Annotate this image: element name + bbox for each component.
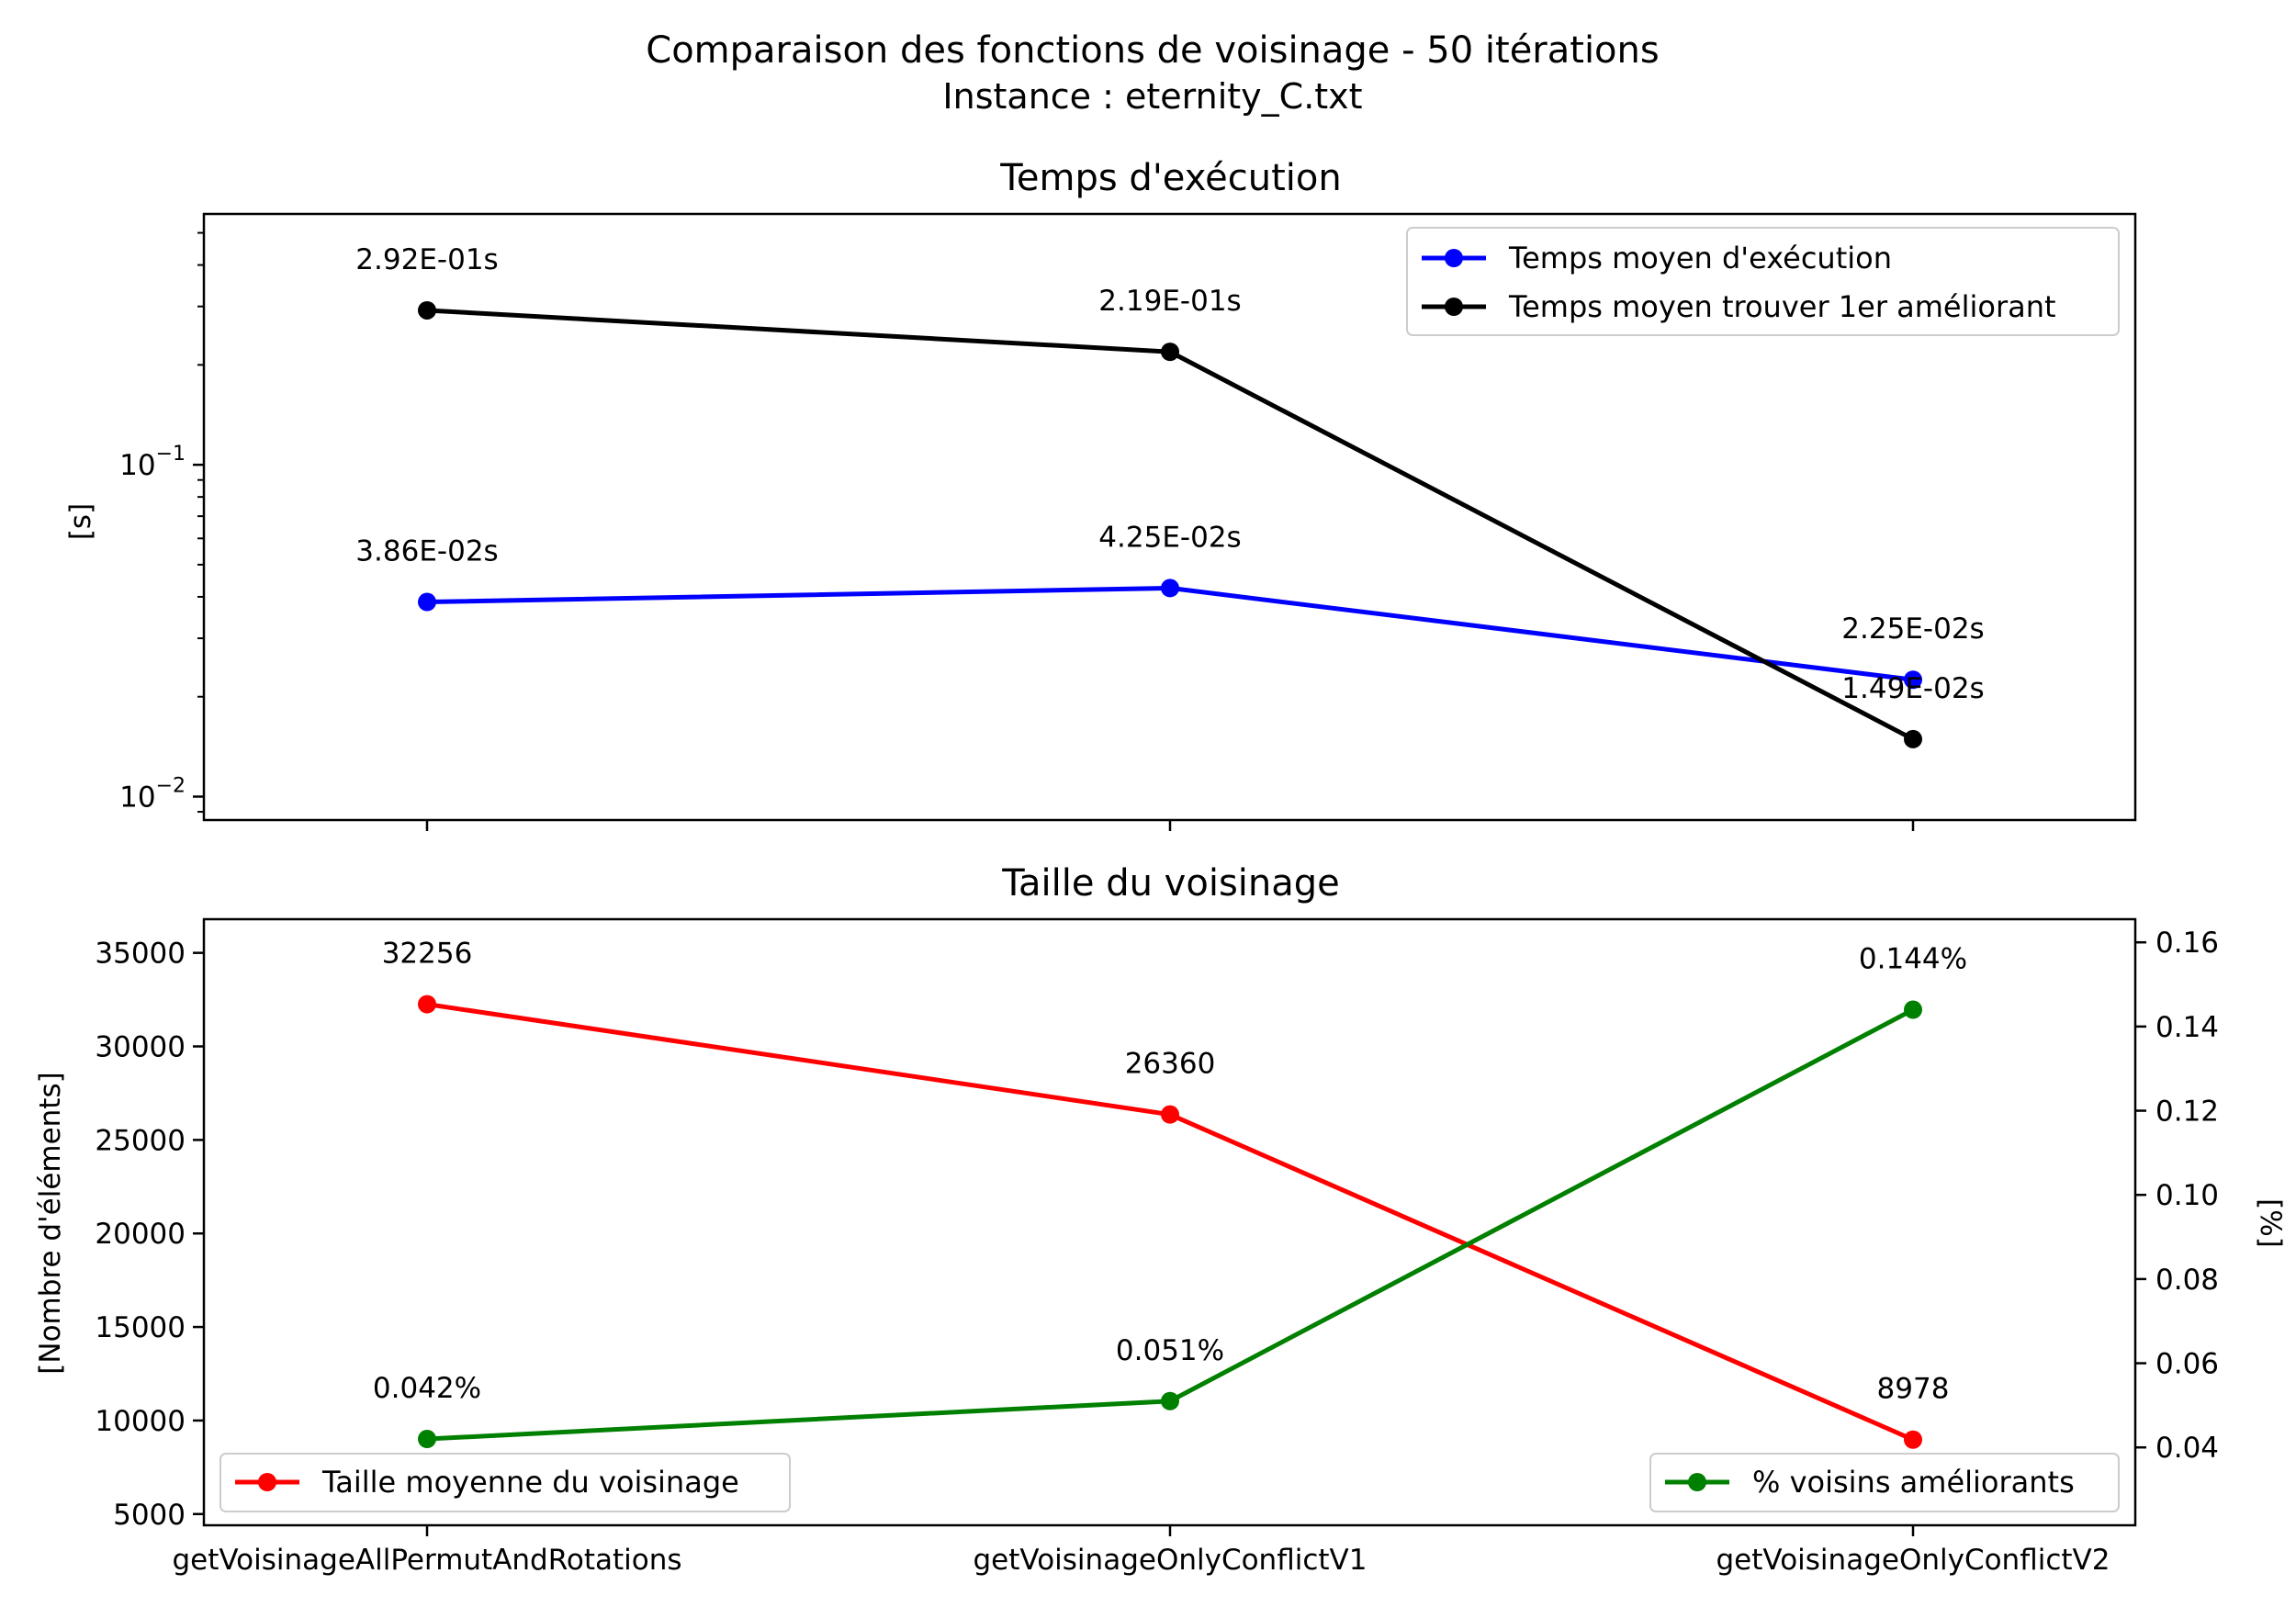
panel-title-execution-time: Temps d'exécution (999, 157, 1341, 199)
panel-execution-time: Temps d'exécution 10−1 10−2 3.86E-02s 4.25… (64, 157, 2137, 831)
legend-label-exec-time: Temps moyen d'exécution (1508, 241, 1892, 275)
bottom-y-tick-label: 30000 (95, 1031, 186, 1064)
figure-title: Comparaison des fonctions de voisinage -… (646, 29, 1659, 72)
x-category-label: getVoisinageAllPermutAndRotations (172, 1544, 681, 1577)
top-y-tick-label: 10−2 (119, 774, 186, 814)
bottom-y2-tick-label: 0.10 (2155, 1179, 2219, 1212)
bottom-data-label-0: 32256 (382, 938, 473, 971)
legend-label-improving-pct: % voisins améliorants (1752, 1465, 2075, 1500)
bottom-y2-tick-label: 0.04 (2155, 1432, 2219, 1465)
bottom-data-label-1: 0.051% (1116, 1334, 1224, 1367)
bottom-y-tick-label: 20000 (95, 1218, 186, 1251)
top-data-label-1: 2.92E-01s (355, 243, 498, 276)
bottom-legend-left: Taille moyenne du voisinage (219, 1453, 791, 1512)
bottom-y-ticks: 5000 10000 15000 20000 25000 30000 35000 0.04 0.… (95, 927, 2219, 1532)
bottom-y2-axis-label: [%] (2254, 1198, 2287, 1248)
bottom-x-ticks: getVoisinageAllPermutAndRotations getVois… (172, 1525, 2110, 1577)
bottom-data-label-0: 8978 (1877, 1373, 1950, 1406)
bottom-y-tick-label: 10000 (95, 1405, 186, 1438)
top-legend: Temps moyen d'exécution Temps moyen trou… (1406, 227, 2120, 336)
bottom-y-tick-label: 35000 (95, 938, 186, 971)
bottom-series-point-0 (418, 995, 436, 1014)
bottom-data-label-1: 0.042% (373, 1372, 481, 1405)
bottom-series-point-1 (1904, 1000, 1922, 1019)
top-series-point-1 (1904, 729, 1922, 748)
top-data-label-1: 1.49E-02s (1841, 672, 1984, 705)
top-series-group: 3.86E-02s 4.25E-02s 2.25E-02s 2.92E-01s 2.19… (355, 243, 1985, 748)
bottom-y2-tick-label: 0.12 (2155, 1096, 2219, 1129)
top-plot-frame (202, 212, 2137, 822)
bottom-y-tick-label: 25000 (95, 1124, 186, 1157)
bottom-series-group: 32256 26360 8978 0.042% 0.051% 0.144% (373, 938, 1967, 1449)
bottom-series-point-1 (1161, 1391, 1179, 1410)
top-series-point-0 (1904, 670, 1922, 690)
legend-marker-improving-pct (1688, 1473, 1706, 1491)
bottom-series-point-0 (1161, 1105, 1179, 1124)
top-series-line-0 (426, 585, 1914, 682)
top-y-grid-ticks: 10−1 10−2 (119, 231, 1915, 831)
top-series-point-0 (1161, 579, 1179, 598)
bottom-legend-right-box (1649, 1453, 2120, 1512)
bottom-data-label-1: 0.144% (1859, 943, 1967, 976)
bottom-y-axis-label: [Nombre d'éléments] (34, 1072, 67, 1374)
top-legend-box (1406, 227, 2120, 336)
top-y-tick-label: 10−1 (119, 443, 186, 482)
bottom-y-tick-label: 5000 (113, 1499, 186, 1532)
bottom-legend-left-box (219, 1453, 791, 1512)
legend-marker-first-improving (1445, 298, 1463, 316)
x-category-label: getVoisinageOnlyConflictV1 (974, 1544, 1367, 1577)
top-data-label-0: 3.86E-02s (355, 535, 498, 568)
top-y-axis-label: [s] (64, 503, 97, 540)
bottom-series-point-0 (1904, 1430, 1922, 1449)
bottom-y2-tick-label: 0.14 (2155, 1011, 2219, 1044)
top-data-label-1: 2.19E-01s (1098, 285, 1241, 318)
top-series-point-1 (418, 300, 436, 320)
top-series-point-1 (1161, 343, 1179, 362)
figure-subtitle: Instance : eternity_C.txt (942, 76, 1362, 117)
bottom-y-tick-label: 15000 (95, 1311, 186, 1344)
bottom-y2-tick-label: 0.16 (2155, 927, 2219, 960)
top-data-label-0: 2.25E-02s (1841, 612, 1984, 646)
legend-marker-neighborhood-size (258, 1473, 276, 1491)
top-series-point-0 (418, 592, 436, 612)
legend-marker-exec-time (1445, 249, 1463, 267)
bottom-y2-tick-label: 0.08 (2155, 1264, 2219, 1297)
top-data-label-0: 4.25E-02s (1098, 521, 1241, 554)
bottom-series-point-1 (418, 1430, 436, 1449)
panel-neighborhood-size: Taille du voisinage 5000 10000 15000 20000 2… (34, 862, 2287, 1577)
panel-title-neighborhood-size: Taille du voisinage (1001, 862, 1340, 905)
legend-label-neighborhood-size: Taille moyenne du voisinage (321, 1465, 739, 1500)
x-category-label: getVoisinageOnlyConflictV2 (1716, 1544, 2110, 1577)
bottom-legend-right: % voisins améliorants (1649, 1453, 2120, 1512)
bottom-y2-tick-label: 0.06 (2155, 1348, 2219, 1381)
legend-label-first-improving: Temps moyen trouver 1er améliorant (1508, 289, 2056, 324)
bottom-data-label-0: 26360 (1125, 1048, 1216, 1081)
